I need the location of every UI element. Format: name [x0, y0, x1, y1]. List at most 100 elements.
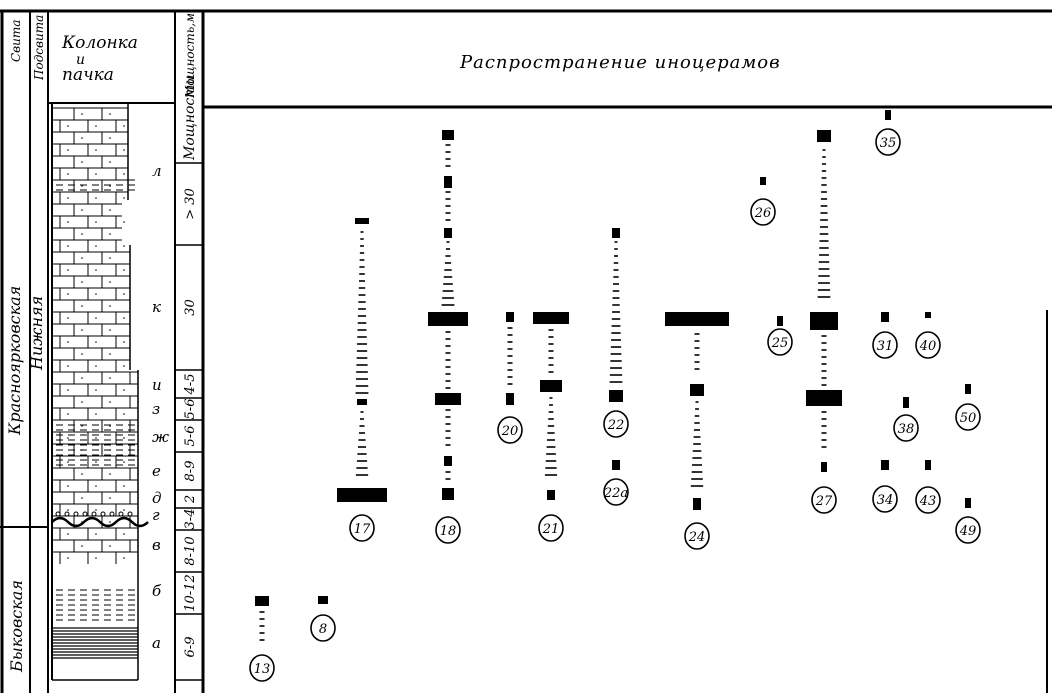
- header-column-line1: Колонка: [61, 33, 138, 53]
- taxon-label: 43: [919, 494, 937, 509]
- range-block: [925, 460, 931, 470]
- unit-thickness-1: 30: [183, 299, 198, 316]
- unit-letter-10: а: [152, 634, 161, 652]
- taxon-circle: [955, 403, 981, 431]
- subsuite-lower: Нижняя: [27, 296, 46, 371]
- taxon-ranges: 13 8 17 18 20 21 22 22а 24 25 26 27 31 35 34 38 40 43 50 49: [249, 110, 981, 682]
- taxon-range-26: 26: [750, 177, 776, 226]
- unit-thickness-3: 5-6: [183, 399, 198, 420]
- range-block: [777, 316, 783, 326]
- taxon-label: 17: [354, 522, 371, 537]
- suite-bykovskaya: Быковская: [7, 580, 26, 673]
- taxon-range-27: 27: [806, 130, 842, 514]
- taxon-range-43: 43: [915, 460, 941, 514]
- unit-letter-0: л: [152, 162, 162, 180]
- range-block: [609, 390, 623, 402]
- taxon-label: 24: [688, 530, 706, 545]
- unit-letter-6: д: [152, 489, 162, 507]
- header-subsuite: Подсвита: [32, 15, 46, 81]
- unit-letter-5: е: [152, 462, 161, 480]
- range-block: [806, 390, 842, 406]
- taxon-label: 18: [440, 524, 457, 539]
- taxon-circle: [915, 331, 941, 359]
- range-block: [885, 110, 891, 120]
- unit-letter-8: в: [152, 536, 161, 554]
- taxon-range-8: 8: [310, 596, 336, 642]
- taxon-range-35: 35: [875, 110, 901, 156]
- range-block: [442, 130, 454, 140]
- taxon-range-22: 22: [603, 228, 629, 438]
- unit-letter-4: ж: [152, 428, 169, 446]
- range-block: [442, 488, 454, 500]
- range-block: [665, 312, 729, 326]
- taxon-circle: [603, 478, 629, 506]
- range-block: [612, 460, 620, 470]
- taxon-label: 27: [815, 494, 833, 509]
- range-block: [540, 380, 562, 392]
- taxon-range-38: 38: [893, 397, 919, 442]
- range-block: [881, 460, 889, 470]
- range-block: [760, 177, 766, 185]
- taxon-circle: [603, 410, 629, 438]
- taxon-range-20: 20: [497, 312, 523, 444]
- range-block: [925, 312, 931, 318]
- unit-thickness-7: 3-4: [183, 509, 198, 530]
- taxon-circle: [310, 614, 336, 642]
- range-block: [965, 498, 971, 508]
- taxon-label: 40: [919, 339, 937, 354]
- range-block: [810, 312, 838, 330]
- taxon-range-40: 40: [915, 312, 941, 359]
- taxon-label: 38: [898, 422, 915, 437]
- unit-thickness-10: 6-9: [183, 637, 198, 658]
- range-block: [690, 384, 704, 396]
- range-block: [337, 488, 387, 502]
- taxon-circle: [249, 654, 275, 682]
- unit-thickness-9: 10-12: [183, 574, 198, 611]
- range-block: [444, 456, 452, 466]
- taxon-label: 49: [959, 524, 977, 539]
- unit-letter-2: и: [152, 376, 162, 394]
- taxon-label: 8: [319, 622, 327, 637]
- taxon-circle: [684, 522, 710, 550]
- taxon-label: 34: [877, 493, 894, 508]
- taxon-circle: [767, 328, 793, 356]
- taxon-circle: [750, 198, 776, 226]
- header-column-line3: пачка: [62, 65, 114, 85]
- range-block: [965, 384, 971, 394]
- taxon-circle: [893, 414, 919, 442]
- thickness-header: Мощности: [182, 75, 198, 161]
- taxon-circle: [872, 485, 898, 513]
- taxon-circle: [872, 331, 898, 359]
- unit-thickness-2: 4-5: [183, 374, 198, 396]
- unit-letter-1: к: [152, 298, 161, 316]
- distribution-title: Распространение иноцерамов: [459, 52, 781, 73]
- taxon-range-21: 21: [533, 312, 569, 542]
- taxon-range-17: 17: [337, 218, 387, 542]
- range-block: [506, 312, 514, 322]
- unit-thickness-5: 8-9: [183, 461, 198, 482]
- taxon-label: 21: [542, 522, 560, 537]
- taxon-label: 50: [960, 411, 977, 426]
- taxon-range-18: 18: [428, 130, 468, 544]
- taxon-circle: [875, 128, 901, 156]
- taxon-range-31: 31: [872, 312, 898, 359]
- taxon-circle: [538, 514, 564, 542]
- range-block: [903, 397, 909, 408]
- taxon-circle: [811, 486, 837, 514]
- range-block: [355, 218, 369, 224]
- taxon-range-25: 25: [767, 316, 793, 356]
- taxon-range-24: 24: [665, 312, 729, 550]
- range-block: [444, 228, 452, 238]
- taxon-circle: [955, 516, 981, 544]
- taxon-range-13: 13: [249, 596, 275, 682]
- suite-krasnoyarkovskaya: Красноярковская: [5, 286, 24, 436]
- range-block: [533, 312, 569, 324]
- taxon-circle: [349, 514, 375, 542]
- taxon-label: 20: [501, 424, 519, 439]
- unit-thickness-6: 2: [183, 495, 198, 504]
- range-block: [612, 228, 620, 238]
- unit-letter-3: з: [152, 400, 160, 418]
- unit-thickness-8: 8-10: [183, 536, 198, 565]
